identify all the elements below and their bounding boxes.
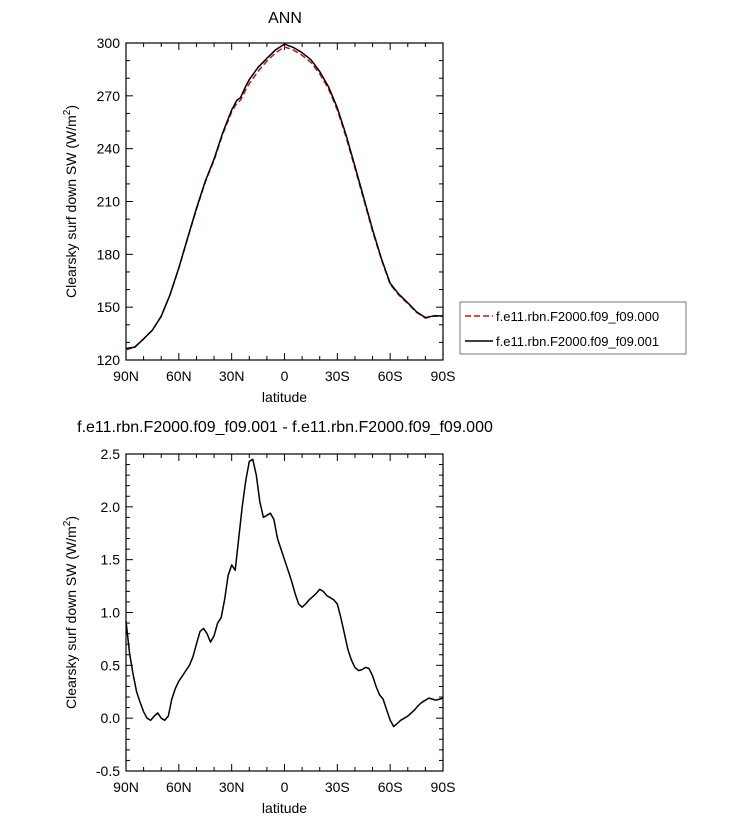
x-tick-label: 60S <box>378 368 403 384</box>
x-tick-label: 0 <box>281 368 289 384</box>
y-axis-label: Clearsky surf down SW (W/m2) <box>62 516 79 709</box>
y-tick-label: 1.0 <box>101 605 121 621</box>
y-tick-label: 180 <box>97 246 121 262</box>
y-tick-label: 300 <box>97 35 121 51</box>
x-tick-label: 30N <box>219 368 245 384</box>
y-tick-label: 210 <box>97 194 121 210</box>
x-tick-label: 30S <box>325 779 350 795</box>
y-tick-label: 0.0 <box>101 710 121 726</box>
y-tick-label: 270 <box>97 88 121 104</box>
series-line <box>125 43 444 350</box>
x-tick-label: 30S <box>325 368 350 384</box>
legend-entry: f.e11.rbn.F2000.f09_f09.001 <box>496 334 659 349</box>
y-tick-label: 120 <box>97 352 121 368</box>
y-tick-label: -0.5 <box>96 763 120 779</box>
x-tick-label: 90N <box>113 368 139 384</box>
x-tick-label: 90S <box>431 779 456 795</box>
legend-box <box>459 301 687 355</box>
x-tick-label: 0 <box>281 779 289 795</box>
y-axis-label: Clearsky surf down SW (W/m2) <box>62 105 79 298</box>
y-tick-label: 240 <box>97 141 121 157</box>
y-tick-label: 2.5 <box>101 446 121 462</box>
x-axis-label: latitude <box>262 800 307 816</box>
series-line <box>125 458 444 728</box>
x-tick-label: 60N <box>166 779 192 795</box>
y-tick-label: 150 <box>97 299 121 315</box>
x-tick-label: 30N <box>219 779 245 795</box>
x-tick-label: 60S <box>378 779 403 795</box>
top-panel: ANN 90N 60N 30N 0 30S 60S 90S 120 150 180 210 240 270… <box>62 10 687 405</box>
x-tick-label: 90N <box>113 779 139 795</box>
x-axis-label: latitude <box>262 389 307 405</box>
x-tick-label: 90S <box>431 368 456 384</box>
legend-entry: f.e11.rbn.F2000.f09_f09.000 <box>496 309 659 324</box>
chart-title: f.e11.rbn.F2000.f09_f09.001 - f.e11.rbn.… <box>77 419 493 436</box>
bottom-panel: f.e11.rbn.F2000.f09_f09.001 - f.e11.rbn.… <box>62 419 493 816</box>
y-tick-label: 0.5 <box>101 657 121 673</box>
x-tick-label: 60N <box>166 368 192 384</box>
chart-title: ANN <box>268 10 302 27</box>
y-tick-label: 2.0 <box>101 499 121 515</box>
y-tick-label: 1.5 <box>101 552 121 568</box>
